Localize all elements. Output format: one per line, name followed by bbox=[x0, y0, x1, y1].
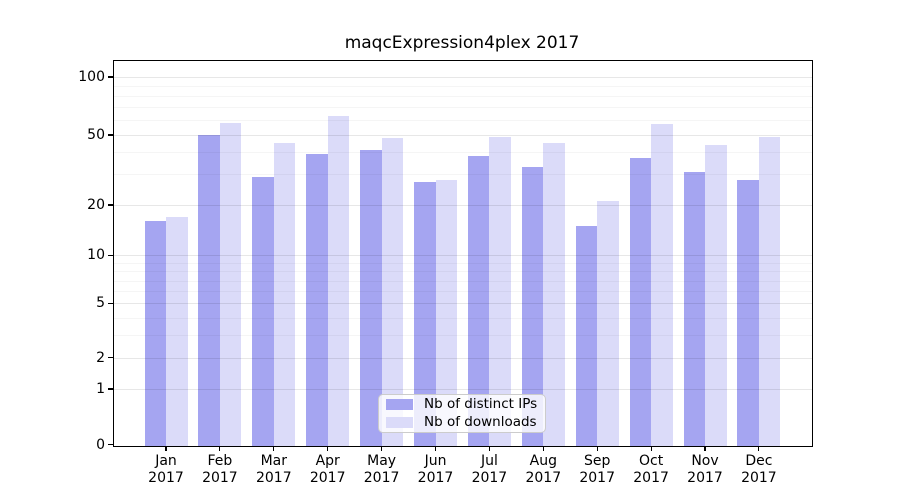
gridline-major bbox=[114, 255, 812, 257]
bar-downloads-nov bbox=[705, 144, 727, 446]
x-tick-mark bbox=[219, 446, 221, 451]
bar-downloads-oct bbox=[651, 124, 673, 446]
x-tick-label-nov: Nov 2017 bbox=[687, 453, 723, 486]
gridline-minor bbox=[114, 317, 812, 319]
x-tick-label-feb: Feb 2017 bbox=[202, 453, 238, 486]
gridline-minor bbox=[114, 174, 812, 176]
legend-entry-distinct-ips: Nb of distinct IPs bbox=[386, 397, 545, 412]
legend-label-downloads: Nb of downloads bbox=[424, 413, 537, 430]
x-tick-mark bbox=[327, 446, 329, 451]
bar-distinct-ips-jan bbox=[144, 221, 166, 446]
x-tick-mark bbox=[704, 446, 706, 451]
y-tick-mark bbox=[108, 302, 114, 304]
bars-layer bbox=[114, 61, 812, 446]
bar-downloads-may bbox=[381, 138, 404, 446]
gridline-minor bbox=[114, 106, 812, 108]
x-tick-mark bbox=[488, 446, 490, 451]
x-tick-mark bbox=[165, 446, 167, 451]
bar-downloads-mar bbox=[273, 143, 296, 446]
bar-downloads-jun bbox=[435, 179, 457, 446]
y-tick-mark bbox=[108, 204, 114, 206]
legend-swatch-downloads bbox=[386, 416, 413, 428]
y-tick-mark bbox=[108, 76, 114, 78]
gridline-major bbox=[114, 357, 812, 359]
bar-downloads-dec bbox=[758, 136, 781, 446]
x-tick-mark bbox=[273, 446, 275, 451]
bar-distinct-ips-oct bbox=[629, 158, 652, 446]
bar-distinct-ips-sep bbox=[575, 226, 598, 446]
y-tick-mark bbox=[108, 388, 114, 390]
legend-label-distinct-ips: Nb of distinct IPs bbox=[424, 396, 538, 413]
gridline-minor bbox=[114, 280, 812, 282]
x-axis: Jan 2017 Feb 2017 Mar 2017 Apr 2017 May 2017… bbox=[114, 61, 812, 486]
gridline-minor bbox=[114, 262, 812, 264]
gridline-minor bbox=[114, 291, 812, 293]
x-tick-label-mar: Mar 2017 bbox=[255, 453, 292, 486]
x-tick-label-jan: Jan 2017 bbox=[148, 453, 184, 486]
bar-downloads-sep bbox=[597, 201, 619, 446]
bar-distinct-ips-aug bbox=[521, 167, 544, 446]
bar-distinct-ips-may bbox=[360, 150, 382, 446]
legend-swatch-distinct-ips bbox=[386, 399, 413, 411]
x-tick-mark bbox=[596, 446, 598, 451]
y-tick-mark bbox=[108, 254, 114, 256]
bar-distinct-ips-feb bbox=[198, 135, 220, 446]
y-tick-label: 5 bbox=[96, 295, 105, 312]
y-tick-label: 100 bbox=[78, 69, 105, 85]
gridlines-layer bbox=[114, 61, 812, 446]
x-tick-label-oct: Oct 2017 bbox=[633, 453, 669, 486]
bar-distinct-ips-apr bbox=[306, 154, 328, 446]
gridline-major bbox=[114, 135, 812, 136]
x-tick-mark bbox=[758, 446, 760, 451]
x-tick-label-sep: Sep 2017 bbox=[579, 453, 615, 486]
legend: Nb of distinct IPs Nb of downloads bbox=[378, 394, 546, 433]
legend-entry-downloads: Nb of downloads bbox=[386, 413, 545, 430]
bar-distinct-ips-dec bbox=[737, 179, 759, 446]
x-tick-mark bbox=[381, 446, 383, 451]
x-tick-label-aug: Aug 2017 bbox=[525, 453, 562, 486]
y-tick-label: 10 bbox=[87, 247, 105, 264]
bar-distinct-ips-mar bbox=[252, 176, 274, 446]
gridline-minor bbox=[114, 152, 812, 154]
bar-distinct-ips-jun bbox=[414, 182, 436, 446]
bar-downloads-apr bbox=[327, 115, 350, 446]
x-tick-label-jul: Jul 2017 bbox=[471, 453, 508, 486]
chart-title: maqcExpression4plex 2017 bbox=[344, 33, 580, 53]
gridline-minor bbox=[114, 95, 812, 97]
bar-downloads-feb bbox=[219, 122, 242, 446]
gridline-major bbox=[114, 205, 812, 206]
gridline-minor bbox=[114, 271, 812, 273]
y-tick-label: 0 bbox=[96, 436, 105, 453]
y-axis: 0 1 2 5 10 20 50 100 bbox=[78, 61, 812, 453]
y-tick-label: 2 bbox=[96, 349, 105, 366]
y-tick-label: 50 bbox=[87, 127, 105, 143]
gridline-major bbox=[114, 77, 812, 78]
gridline-minor bbox=[114, 119, 812, 121]
y-tick-label: 20 bbox=[87, 197, 105, 213]
y-tick-mark bbox=[108, 356, 114, 359]
bar-downloads-aug bbox=[543, 143, 565, 446]
x-tick-mark bbox=[650, 446, 652, 451]
x-tick-label-dec: Dec 2017 bbox=[741, 453, 777, 486]
y-tick-mark bbox=[108, 443, 114, 446]
bar-downloads-jul bbox=[489, 136, 511, 446]
x-tick-label-may: May 2017 bbox=[363, 453, 400, 486]
bar-distinct-ips-nov bbox=[683, 171, 705, 446]
y-tick-label: 1 bbox=[96, 381, 105, 397]
gridline-minor bbox=[114, 85, 812, 87]
x-tick-mark bbox=[434, 446, 437, 451]
gridline-major bbox=[114, 389, 812, 390]
plot-area: 0 1 2 5 10 20 50 100 Jan 2017 Feb 2017 Mar 2017 Ap… bbox=[78, 60, 813, 486]
y-tick-mark bbox=[108, 134, 114, 136]
x-tick-mark bbox=[542, 446, 544, 451]
gridline-minor bbox=[114, 335, 812, 336]
x-tick-label-jun: Jun 2017 bbox=[417, 453, 454, 486]
x-tick-label-apr: Apr 2017 bbox=[309, 453, 346, 486]
gridline-major bbox=[114, 303, 812, 305]
bar-downloads-jan bbox=[166, 217, 188, 446]
bar-distinct-ips-jul bbox=[467, 156, 490, 446]
